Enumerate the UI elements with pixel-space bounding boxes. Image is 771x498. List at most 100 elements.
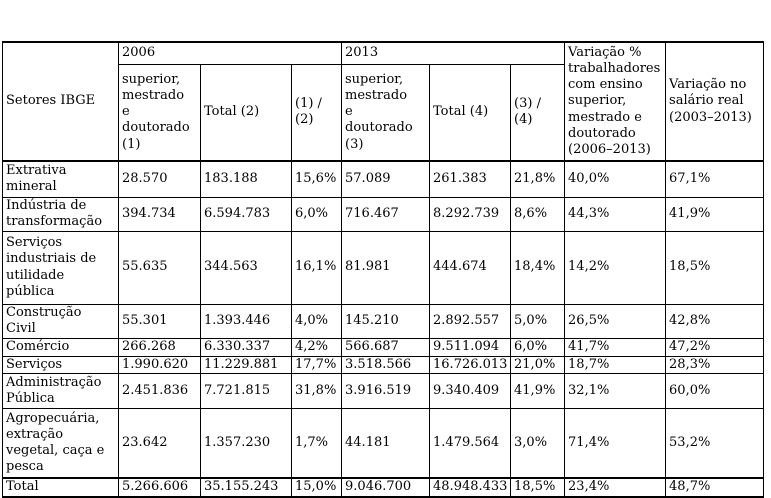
data-cell: 566.687 [341, 337, 431, 357]
data-cell: 344.563 [200, 230, 292, 305]
sector-name-cell: Comércio [2, 337, 119, 357]
header-ratio-2006: (1) / (2) [290, 63, 343, 162]
data-cell: 23.642 [118, 407, 201, 479]
data-cell: 16.726.013 [429, 355, 512, 374]
data-cell: 48.948.433 [429, 477, 512, 498]
data-cell: 40,0% [564, 160, 667, 198]
data-cell: 1.393.446 [200, 303, 292, 339]
data-cell: 60,0% [665, 372, 765, 409]
data-cell: 266.268 [118, 337, 201, 357]
data-cell: 71,4% [564, 407, 667, 479]
data-cell: 6,0% [290, 196, 343, 232]
sector-name-cell: Indústria de transformação [2, 196, 119, 232]
data-cell: 55.635 [118, 230, 201, 305]
data-cell: 47,2% [665, 337, 765, 357]
data-cell: 6.330.337 [200, 337, 292, 357]
data-cell: 18,4% [510, 230, 566, 305]
data-cell: 35.155.243 [200, 477, 292, 498]
sector-name-cell: Extrativa mineral [2, 160, 119, 198]
header-row-groups: Setores IBGE 2006 2013 Variação % trabal… [2, 41, 765, 162]
data-cell: 21,8% [510, 160, 566, 198]
data-cell: 7.721.815 [200, 372, 292, 409]
data-cell: 14,2% [564, 230, 667, 305]
data-cell: 48,7% [665, 477, 765, 498]
header-setores-ibge: Setores IBGE [2, 41, 119, 162]
data-cell: 3.916.519 [341, 372, 431, 409]
data-cell: 28.570 [118, 160, 201, 198]
data-cell: 183.188 [200, 160, 292, 198]
sector-name-cell: Total [2, 477, 119, 498]
data-cell: 44.181 [341, 407, 431, 479]
data-cell: 2.451.836 [118, 372, 201, 409]
table-body: Extrativa mineral 28.570 183.188 15,6% 57.08… [2, 160, 765, 498]
data-cell: 6,0% [510, 337, 566, 357]
data-cell: 3.518.566 [341, 355, 431, 374]
data-cell: 9.046.700 [341, 477, 431, 498]
table-row: Comércio 266.268 6.330.337 4,2% 566.687 9.511… [2, 337, 765, 357]
data-cell: 23,4% [564, 477, 667, 498]
data-cell: 5,0% [510, 303, 566, 339]
sectors-table: Setores IBGE 2006 2013 Variação % trabal… [2, 41, 765, 498]
data-cell: 145.210 [341, 303, 431, 339]
header-group-2013: 2013 [341, 41, 566, 65]
header-ratio-2013: (3) / (4) [510, 63, 566, 162]
data-cell: 41,9% [510, 372, 566, 409]
data-cell: 42,8% [665, 303, 765, 339]
data-cell: 67,1% [665, 160, 765, 198]
table-row: Total 5.266.606 35.155.243 15,0% 9.046.700 48… [2, 477, 765, 498]
header-total-2006: Total (2) [200, 63, 292, 162]
table-row: Extrativa mineral 28.570 183.188 15,6% 57.08… [2, 160, 765, 198]
data-cell: 11.229.881 [200, 355, 292, 374]
data-cell: 9.511.094 [429, 337, 512, 357]
table-row: Serviços industriais de utilidade públic… [2, 230, 765, 305]
data-cell: 4,2% [290, 337, 343, 357]
data-cell: 8.292.739 [429, 196, 512, 232]
table-header: Setores IBGE 2006 2013 Variação % trabal… [2, 41, 765, 162]
data-cell: 9.340.409 [429, 372, 512, 409]
data-cell: 53,2% [665, 407, 765, 479]
table-row: Agropecuária, extração vegetal, caça e p… [2, 407, 765, 479]
data-cell: 44,3% [564, 196, 667, 232]
data-cell: 81.981 [341, 230, 431, 305]
data-cell: 17,7% [290, 355, 343, 374]
data-cell: 18,7% [564, 355, 667, 374]
data-cell: 32,1% [564, 372, 667, 409]
sector-name-cell: Agropecuária, extração vegetal, caça e p… [2, 407, 119, 479]
data-cell: 3,0% [510, 407, 566, 479]
sector-name-cell: Serviços industriais de utilidade públic… [2, 230, 119, 305]
data-cell: 1,7% [290, 407, 343, 479]
page: Setores IBGE 2006 2013 Variação % trabal… [0, 41, 771, 498]
data-cell: 394.734 [118, 196, 201, 232]
header-superior-2013: superior, mestrado e doutorado (3) [341, 63, 431, 162]
data-cell: 55.301 [118, 303, 201, 339]
data-cell: 21,0% [510, 355, 566, 374]
data-cell: 41,9% [665, 196, 765, 232]
data-cell: 18,5% [510, 477, 566, 498]
data-cell: 57.089 [341, 160, 431, 198]
data-cell: 41,7% [564, 337, 667, 357]
data-cell: 4,0% [290, 303, 343, 339]
data-cell: 1.357.230 [200, 407, 292, 479]
header-group-2006: 2006 [117, 41, 343, 65]
data-cell: 716.467 [341, 196, 431, 232]
data-cell: 1.990.620 [118, 355, 201, 374]
table-row: Indústria de transformação 394.734 6.594.7… [2, 196, 765, 232]
sector-name-cell: Construção Civil [2, 303, 119, 339]
data-cell: 2.892.557 [429, 303, 512, 339]
table-row: Construção Civil 55.301 1.393.446 4,0% 145.2… [2, 303, 765, 339]
sector-name-cell: Serviços [2, 355, 119, 374]
header-variacao-salario: Variação no salário real (2003–2013) [665, 41, 765, 162]
data-cell: 444.674 [429, 230, 512, 305]
data-cell: 18,5% [665, 230, 765, 305]
header-variacao-trabalhadores: Variação % trabalhadores com ensino supe… [564, 41, 667, 162]
data-cell: 28,3% [665, 355, 765, 374]
data-cell: 31,8% [290, 372, 343, 409]
data-cell: 15,6% [290, 160, 343, 198]
data-cell: 16,1% [290, 230, 343, 305]
data-cell: 26,5% [564, 303, 667, 339]
header-superior-2006: superior, mestrado e doutorado (1) [118, 63, 201, 162]
table-row: Serviços 1.990.620 11.229.881 17,7% 3.518.56… [2, 355, 765, 374]
data-cell: 8,6% [510, 196, 566, 232]
sector-name-cell: Administração Pública [2, 372, 119, 409]
header-row-columns: superior, mestrado e doutorado (1) Total… [3, 63, 764, 162]
